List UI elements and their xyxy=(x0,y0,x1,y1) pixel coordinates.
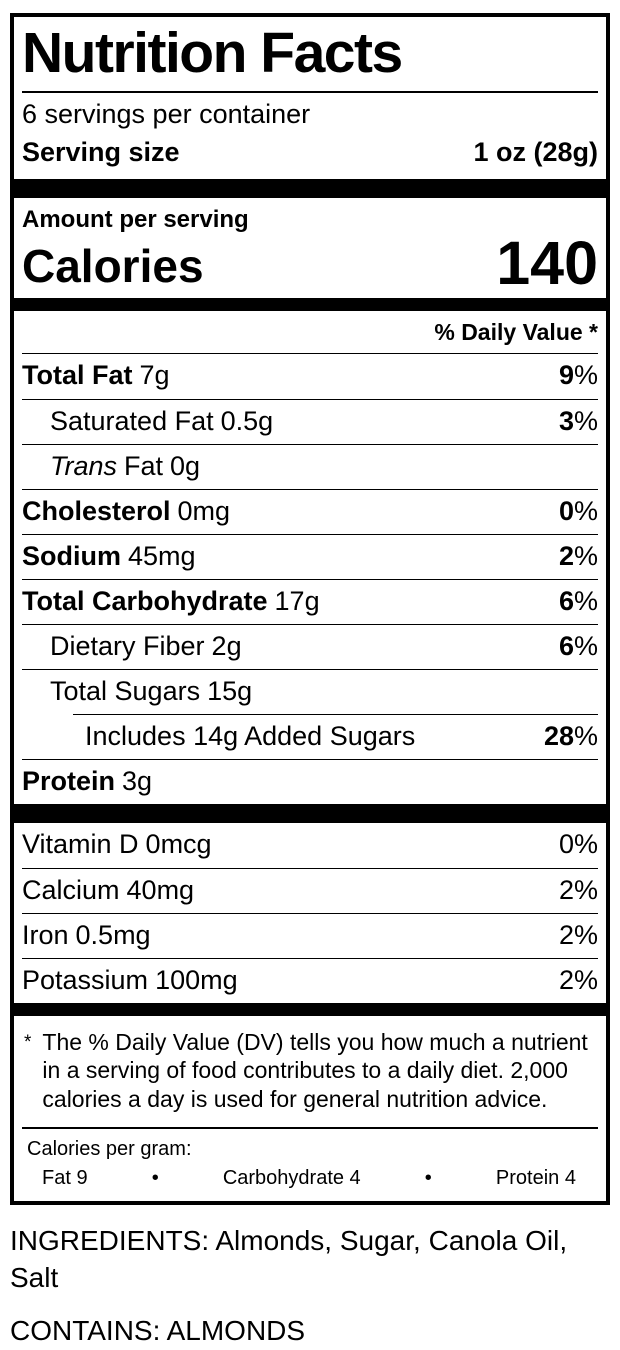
contains-line: CONTAINS: ALMONDS xyxy=(10,1315,306,1347)
nutrient-row-total-carbohydrate: Total Carbohydrate 17g 6% xyxy=(22,578,598,624)
micronutrient-row-iron: Iron 0.5mg 2% xyxy=(22,912,598,958)
nutrient-row-protein: Protein 3g xyxy=(22,759,598,804)
calories-per-gram-section: Calories per gram: Fat 9 • Carbohydrate … xyxy=(22,1127,598,1201)
cpg-bullet: • xyxy=(151,1167,159,1190)
title-divider xyxy=(22,90,598,93)
nutrient-name: Potassium xyxy=(22,964,149,995)
nutrient-name: Total Carbohydrate xyxy=(22,585,268,616)
thick-bar-top xyxy=(14,178,606,198)
calories-value: 140 xyxy=(496,228,598,297)
cpg-item-carbohydrate: Carbohydrate 4 xyxy=(222,1167,361,1190)
percent-sign: % xyxy=(573,360,598,391)
nutrient-name: Dietary Fiber xyxy=(50,631,205,662)
serving-size-row: Serving size 1 oz (28g) xyxy=(22,135,598,170)
nutrient-dv: 2% xyxy=(558,964,598,995)
cpg-item-fat: Fat 9 xyxy=(42,1167,88,1190)
nutrient-amount: 0mg xyxy=(177,495,231,526)
nutrient-row-added-sugars: Includes 14g Added Sugars 28% xyxy=(73,714,598,759)
percent-sign: % xyxy=(573,964,598,995)
serving-size-value: 1 oz (28g) xyxy=(473,136,598,167)
nutrient-name: Vitamin D xyxy=(22,829,139,860)
nutrient-dv: 6% xyxy=(558,631,598,662)
nutrient-row-saturated-fat: Saturated Fat 0.5g 3% xyxy=(22,398,598,444)
calories-per-gram-heading: Calories per gram: xyxy=(27,1138,192,1161)
nutrient-amount: 100mg xyxy=(155,964,238,995)
nutrient-amount: 15g xyxy=(207,676,253,707)
footnote-text: The % Daily Value (DV) tells you how muc… xyxy=(42,1028,588,1112)
nutrient-name: Protein xyxy=(22,766,116,797)
micronutrient-row-calcium: Calcium 40mg 2% xyxy=(22,867,598,913)
nutrient-amount: 40mg xyxy=(126,874,195,905)
servings-per-container: 6 servings per container xyxy=(22,98,311,129)
daily-value-header: % Daily Value * xyxy=(434,319,598,346)
footnote-asterisk: * xyxy=(24,1031,32,1053)
percent-sign: % xyxy=(573,874,598,905)
nutrient-amount: 0mcg xyxy=(145,829,212,860)
nutrient-amount: 45mg xyxy=(128,540,196,571)
nutrient-name-italic: Trans xyxy=(50,450,118,481)
nutrient-dv: 2% xyxy=(558,919,598,950)
nutrient-amount: 0g xyxy=(170,450,201,481)
nutrient-dv: 0% xyxy=(558,495,598,526)
calories-row: Calories 140 xyxy=(22,228,598,299)
medium-bar-calories xyxy=(14,298,606,312)
percent-sign: % xyxy=(573,540,598,571)
nutrient-dv: 9% xyxy=(558,360,598,391)
calories-per-gram-row: Fat 9 • Carbohydrate 4 • Protein 4 xyxy=(22,1163,598,1192)
nutrient-name: Saturated Fat xyxy=(50,405,214,436)
cpg-item-protein: Protein 4 xyxy=(495,1167,576,1190)
nutrient-amount: 7g xyxy=(139,360,170,391)
nutrient-name: Fat xyxy=(124,450,164,481)
cpg-bullet: • xyxy=(424,1167,432,1190)
nutrient-name: Includes 14g Added Sugars xyxy=(85,721,416,752)
nutrient-row-dietary-fiber: Dietary Fiber 2g 6% xyxy=(22,624,598,669)
serving-size-label: Serving size xyxy=(22,136,180,167)
percent-sign: % xyxy=(573,631,598,662)
nutrient-amount: 17g xyxy=(274,585,320,616)
percent-sign: % xyxy=(573,405,598,436)
nutrient-amount: 0.5g xyxy=(220,405,274,436)
nutrition-facts-label: Nutrition Facts 6 servings per container… xyxy=(10,13,610,1206)
nutrient-row-trans-fat: Trans Fat 0g xyxy=(22,443,598,489)
micronutrient-row-potassium: Potassium 100mg 2% xyxy=(22,957,598,1003)
nutrient-name: Cholesterol xyxy=(22,495,171,526)
nutrient-dv: 6% xyxy=(558,585,598,616)
nutrient-name: Total Fat xyxy=(22,360,133,391)
percent-sign: % xyxy=(573,585,598,616)
percent-sign: % xyxy=(573,829,598,860)
nutrient-row-sodium: Sodium 45mg 2% xyxy=(22,533,598,579)
nutrient-name: Sodium xyxy=(22,540,121,571)
nutrient-name: Iron xyxy=(22,919,69,950)
nutrient-name: Total Sugars xyxy=(50,676,201,707)
nutrient-dv: 28% xyxy=(543,721,598,752)
calories-label: Calories xyxy=(22,239,204,292)
nutrient-row-cholesterol: Cholesterol 0mg 0% xyxy=(22,488,598,534)
percent-sign: % xyxy=(573,919,598,950)
medium-bar-bottom xyxy=(14,1002,606,1016)
percent-sign: % xyxy=(573,495,598,526)
nutrient-dv: 2% xyxy=(558,540,598,571)
nutrient-dv: 3% xyxy=(558,405,598,436)
nutrient-amount: 3g xyxy=(122,766,153,797)
ingredients-line: INGREDIENTS: Almonds, Sugar, Canola Oil,… xyxy=(10,1225,568,1293)
percent-sign: % xyxy=(573,721,598,752)
footnote: * The % Daily Value (DV) tells you how m… xyxy=(22,1016,598,1128)
label-title: Nutrition Facts xyxy=(22,21,403,85)
micronutrient-row-vitamin-d: Vitamin D 0mcg 0% xyxy=(22,823,598,867)
nutrient-row-total-sugars: Total Sugars 15g xyxy=(22,669,598,714)
nutrient-dv: 0% xyxy=(558,829,598,860)
nutrient-amount: 0.5mg xyxy=(75,919,151,950)
nutrient-amount: 2g xyxy=(211,631,242,662)
nutrient-row-total-fat: Total Fat 7g 9% xyxy=(22,353,598,398)
amount-per-serving-label: Amount per serving xyxy=(22,205,249,233)
nutrient-name: Calcium xyxy=(22,874,120,905)
nutrient-dv: 2% xyxy=(558,874,598,905)
thick-bar-middle xyxy=(14,804,606,824)
